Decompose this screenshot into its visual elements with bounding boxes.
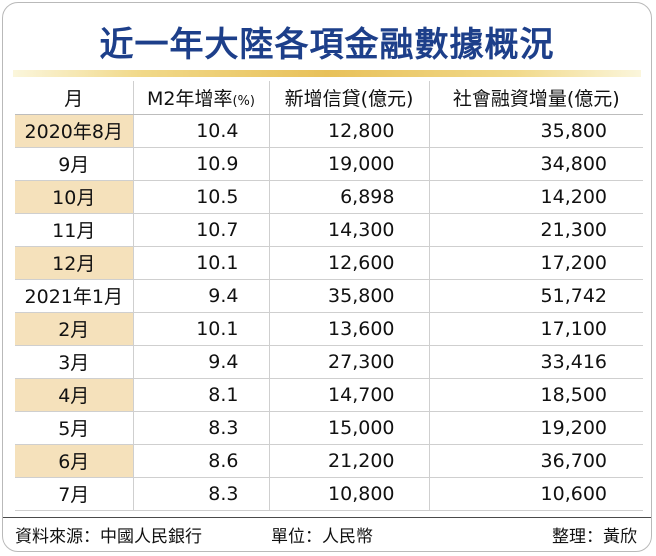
cell-m2-growth: 10.5 — [132, 180, 269, 214]
cell-month: 12月 — [15, 246, 133, 280]
cell-new-loans: 6,898 — [268, 180, 429, 214]
footer-unit: 單位：人民幣 — [271, 527, 373, 547]
table-row: 5月 8.3 15,000 19,200 — [15, 411, 643, 445]
cell-m2-growth: 10.1 — [132, 246, 269, 280]
table-body: 2020年8月 10.4 12,800 35,800 9月 10.9 19,000 34,80… — [15, 114, 643, 511]
cell-m2-growth: 8.6 — [132, 444, 269, 478]
table-row: 3月 9.4 27,300 33,416 — [15, 345, 643, 379]
cell-m2-growth: 10.4 — [132, 114, 269, 148]
cell-month: 10月 — [15, 180, 133, 214]
table-row: 2020年8月 10.4 12,800 35,800 — [15, 114, 643, 148]
cell-m2-growth: 8.3 — [132, 411, 269, 445]
cell-new-loans: 10,800 — [268, 477, 429, 511]
cell-social-financing: 21,300 — [428, 213, 643, 247]
cell-month: 5月 — [15, 411, 133, 445]
cell-m2-growth: 8.3 — [132, 477, 269, 511]
cell-m2-growth: 8.1 — [132, 378, 269, 412]
cell-new-loans: 27,300 — [268, 345, 429, 379]
cell-new-loans: 14,300 — [268, 213, 429, 247]
cell-month: 11月 — [15, 213, 133, 247]
cell-month: 6月 — [15, 444, 133, 478]
cell-new-loans: 12,600 — [268, 246, 429, 280]
cell-m2-growth: 9.4 — [132, 279, 269, 313]
cell-m2-growth: 10.1 — [132, 312, 269, 346]
cell-social-financing: 17,200 — [428, 246, 643, 280]
cell-new-loans: 35,800 — [268, 279, 429, 313]
table-row: 11月 10.7 14,300 21,300 — [15, 213, 643, 247]
footer-bar: 資料來源：中國人民銀行 單位：人民幣 整理：黃欣 — [3, 517, 651, 548]
table-row: 6月 8.6 21,200 36,700 — [15, 444, 643, 478]
header-new-loans: 新增信貸(億元) — [268, 81, 429, 115]
table-row: 9月 10.9 19,000 34,800 — [15, 147, 643, 181]
header-m2-unit: (%) — [232, 93, 255, 109]
title-underline — [13, 70, 641, 77]
cell-social-financing: 14,200 — [428, 180, 643, 214]
cell-month: 2021年1月 — [15, 279, 133, 313]
table-row: 12月 10.1 12,600 17,200 — [15, 246, 643, 280]
footer-source: 資料來源：中國人民銀行 — [15, 527, 202, 547]
table-row: 10月 10.5 6,898 14,200 — [15, 180, 643, 214]
financial-data-table: 月 M2年增率(%) 新增信貸(億元) 社會融資增量(億元) 2020年8月 10… — [15, 81, 643, 511]
cell-social-financing: 34,800 — [428, 147, 643, 181]
cell-month: 2020年8月 — [15, 114, 133, 148]
cell-new-loans: 19,000 — [268, 147, 429, 181]
cell-m2-growth: 9.4 — [132, 345, 269, 379]
header-social-financing: 社會融資增量(億元) — [428, 81, 643, 115]
cell-new-loans: 14,700 — [268, 378, 429, 412]
header-m2-growth: M2年增率(%) — [132, 81, 269, 115]
cell-month: 3月 — [15, 345, 133, 379]
header-m2-label: M2年增率 — [147, 87, 233, 110]
table-row: 2021年1月 9.4 35,800 51,742 — [15, 279, 643, 313]
table-row: 7月 8.3 10,800 10,600 — [15, 477, 643, 511]
cell-month: 9月 — [15, 147, 133, 181]
cell-social-financing: 18,500 — [428, 378, 643, 412]
cell-month: 4月 — [15, 378, 133, 412]
cell-social-financing: 51,742 — [428, 279, 643, 313]
footer-editor: 整理：黃欣 — [552, 527, 637, 547]
cell-social-financing: 36,700 — [428, 444, 643, 478]
cell-social-financing: 35,800 — [428, 114, 643, 148]
cell-social-financing: 17,100 — [428, 312, 643, 346]
header-month: 月 — [15, 81, 133, 115]
cell-new-loans: 15,000 — [268, 411, 429, 445]
cell-social-financing: 33,416 — [428, 345, 643, 379]
cell-new-loans: 12,800 — [268, 114, 429, 148]
page-title: 近一年大陸各項金融數據概況 — [99, 25, 555, 65]
cell-new-loans: 21,200 — [268, 444, 429, 478]
table-row: 2月 10.1 13,600 17,100 — [15, 312, 643, 346]
cell-new-loans: 13,600 — [268, 312, 429, 346]
table-row: 4月 8.1 14,700 18,500 — [15, 378, 643, 412]
cell-social-financing: 19,200 — [428, 411, 643, 445]
cell-month: 2月 — [15, 312, 133, 346]
cell-month: 7月 — [15, 477, 133, 511]
table-header-row: 月 M2年增率(%) 新增信貸(億元) 社會融資增量(億元) — [15, 81, 643, 115]
cell-m2-growth: 10.9 — [132, 147, 269, 181]
cell-social-financing: 10,600 — [428, 477, 643, 511]
cell-m2-growth: 10.7 — [132, 213, 269, 247]
